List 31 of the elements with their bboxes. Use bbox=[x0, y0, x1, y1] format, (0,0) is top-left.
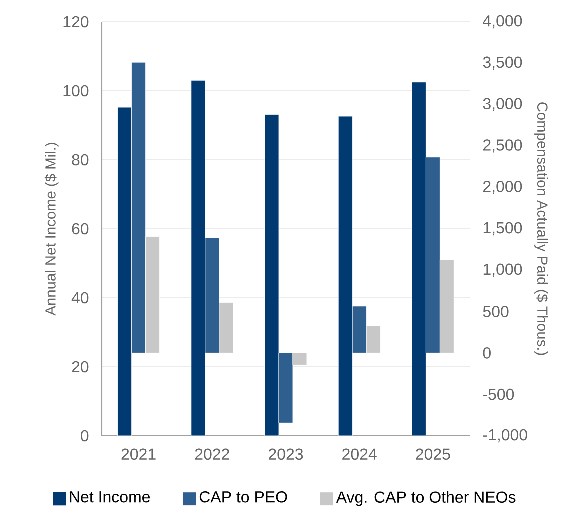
bar bbox=[191, 80, 206, 436]
y-tick-label: 0 bbox=[81, 430, 89, 442]
y-tick-label: 100 bbox=[64, 85, 89, 97]
y-tick-label: 120 bbox=[64, 16, 89, 28]
legend-label: Net Income bbox=[70, 492, 150, 503]
y2-axis-title: Compensation Actually Paid ($ Thous.) bbox=[534, 102, 548, 356]
x-tick-label: 2021 bbox=[122, 448, 156, 460]
y2-tick-label: 2,500 bbox=[483, 140, 522, 153]
y2-tick-label: 3,500 bbox=[483, 56, 522, 70]
x-tick-label: 2024 bbox=[342, 448, 377, 460]
y2-tick-label: 1,500 bbox=[484, 222, 522, 236]
x-tick-label: 2022 bbox=[195, 448, 230, 460]
bar bbox=[338, 116, 353, 436]
legend-label: CAP to PEO bbox=[200, 491, 288, 503]
bar bbox=[264, 114, 280, 436]
y2-tick-label: 2,000 bbox=[483, 180, 522, 194]
y2-tick-label: 1,000 bbox=[484, 264, 522, 278]
y-axis-title: Annual Net Income ($ Mil.) bbox=[44, 143, 59, 316]
y2-tick-label: 500 bbox=[483, 306, 509, 318]
y2-tick-label: 3,000 bbox=[483, 98, 522, 112]
x-tick-label: 2025 bbox=[416, 448, 450, 460]
y2-tick-label: -1,000 bbox=[483, 429, 528, 443]
y2-tick-label: -500 bbox=[483, 388, 514, 400]
x-tick-label: 2023 bbox=[268, 448, 304, 460]
y-tick-label: 40 bbox=[72, 292, 89, 304]
y2-tick-label: 4,000 bbox=[483, 15, 522, 29]
y-tick-label: 60 bbox=[72, 223, 89, 235]
y-tick-label: 80 bbox=[72, 154, 89, 166]
legend-label: Avg. CAP to Other NEOs bbox=[336, 491, 516, 506]
y2-tick-label: 0 bbox=[483, 348, 491, 359]
y-tick-label: 20 bbox=[72, 361, 89, 373]
